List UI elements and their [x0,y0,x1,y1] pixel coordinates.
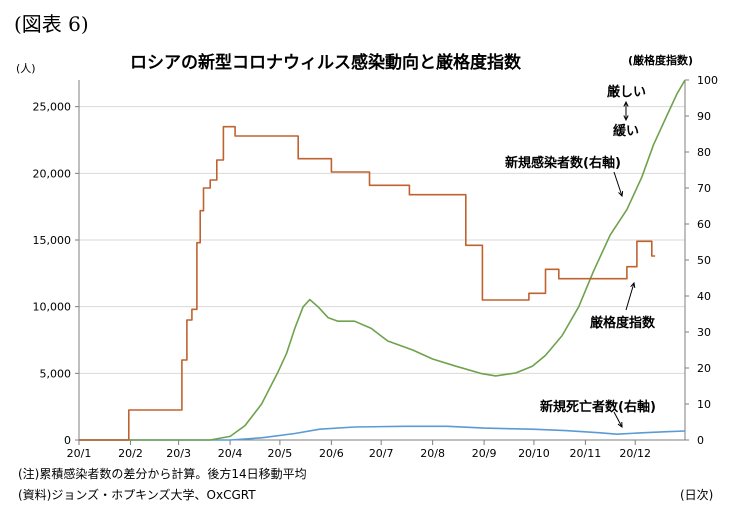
series-line-stringency [79,125,656,441]
footnote: (注)累積感染者数の差分から計算。後方14日移動平均 [18,467,307,481]
x-tick-label: 20/8 [420,447,445,460]
left-tick-label: 25,000 [33,101,72,114]
x-tick-label: 20/7 [369,447,394,460]
x-tick-label: 20/11 [570,447,602,460]
x-tick-label: 20/6 [319,447,344,460]
x-tick-label: 20/10 [518,447,550,460]
series-line-new-cases [79,79,686,441]
left-tick-label: 5,000 [40,367,72,380]
arrow-stringency-head [630,281,636,289]
right-tick-label: 30 [697,326,711,339]
left-tick-label: 15,000 [33,234,72,247]
arrow-strict-head [623,100,629,107]
x-tick-label: 20/4 [218,447,243,460]
figure-label: (図表 6) [14,12,89,36]
annotation-new-cases: 新規感染者数(右軸) [505,155,621,171]
annotation-loose: 緩い [613,123,639,139]
left-tick-label: 20,000 [33,167,72,180]
arrow-new-deaths-head [617,421,623,429]
right-tick-label: 90 [697,110,711,123]
annotation-new-deaths: 新規死亡者数(右軸) [540,399,656,415]
left-tick-label: 0 [64,434,71,447]
right-tick-label: 40 [697,290,711,303]
left-tick-label: 10,000 [33,301,72,314]
arrow-loose-head [623,115,629,122]
right-tick-label: 0 [697,434,704,447]
arrow-new-deaths [613,411,623,428]
x-tick-label: 20/9 [472,447,497,460]
annotation-strict: 厳しい [607,84,646,100]
x-tick-label: 20/2 [118,447,143,460]
x-axis-unit: (日次) [680,488,714,502]
annotation-stringency: 厳格度指数 [590,315,656,331]
chart-title: ロシアの新型コロナウィルス感染動向と厳格度指数 [130,53,521,73]
left-axis-unit: (人) [16,62,36,75]
arrow-new-cases [613,171,623,197]
source-note: (資料)ジョンズ・ホプキンズ大学、OxCGRT [18,488,256,502]
x-tick-label: 20/3 [166,447,191,460]
right-tick-label: 10 [697,398,711,411]
x-tick-label: 20/1 [67,447,92,460]
x-tick-label: 20/5 [268,447,293,460]
right-axis-unit: (厳格度指数) [628,54,694,67]
right-tick-label: 50 [697,254,711,267]
right-tick-label: 70 [697,182,711,195]
series-lines [79,79,686,441]
right-tick-label: 80 [697,146,711,159]
x-tick-label: 20/12 [619,447,651,460]
right-tick-label: 60 [697,218,711,231]
series-line-new-deaths [79,425,686,441]
right-tick-label: 20 [697,362,711,375]
arrow-new-cases-head [618,190,624,198]
arrow-stringency [625,282,635,311]
tick-labels: 0 5,000 10,000 15,000 20,000 25,000 0 10 20 30 40 5… [33,74,719,460]
right-tick-label: 100 [697,74,718,87]
